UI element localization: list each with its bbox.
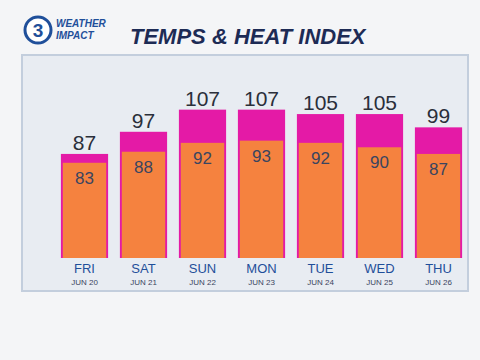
bar (417, 154, 460, 258)
logo-number: 3 (33, 20, 44, 41)
bar (299, 143, 342, 258)
date-label: JUN 24 (307, 278, 334, 287)
logo-text: WEATHER (56, 18, 107, 29)
data-label: 88 (134, 158, 153, 177)
data-label: 87 (429, 160, 448, 179)
data-label: 90 (370, 153, 389, 172)
tick-label: THU (425, 261, 452, 276)
title: TEMPS & HEAT INDEX (130, 24, 367, 49)
data-label: 93 (252, 147, 271, 166)
root: 3 WEATHERIMPACT TEMPS & HEAT INDEX 87 97 107 1… (0, 0, 480, 360)
data-label: 107 (244, 87, 279, 110)
date-label: JUN 21 (130, 278, 157, 287)
tick-label: SAT (131, 261, 155, 276)
bar (297, 114, 344, 258)
data-label: 97 (132, 109, 155, 132)
data-label: 107 (185, 87, 220, 110)
date-label: JUN 23 (248, 278, 275, 287)
bars (61, 110, 462, 258)
bar (415, 127, 462, 258)
bar (61, 154, 108, 258)
chart: 3 WEATHERIMPACT TEMPS & HEAT INDEX 87 97 107 1… (0, 0, 480, 360)
panel (22, 55, 468, 291)
bar (122, 152, 165, 258)
bar (179, 110, 226, 258)
tick-label: WED (364, 261, 394, 276)
data-label: 83 (75, 169, 94, 188)
date-label: JUN 20 (71, 278, 98, 287)
bar (358, 147, 401, 258)
bar (181, 143, 224, 258)
data-label: 105 (303, 91, 338, 114)
logo-text: IMPACT (56, 30, 94, 41)
tick-label: TUE (308, 261, 334, 276)
date-label: JUN 22 (189, 278, 216, 287)
bar (63, 163, 106, 258)
data-label: 99 (427, 104, 450, 127)
data-label: 92 (311, 149, 330, 168)
bar (356, 114, 403, 258)
data-label: 87 (73, 131, 96, 154)
data-labels: 87 97 107 107 105 105 99 83 88 92 93 92 90 87 (73, 87, 450, 188)
bar (120, 132, 167, 258)
tick-label: MON (246, 261, 276, 276)
tick-label: FRI (74, 261, 95, 276)
bar (238, 110, 285, 258)
data-label: 92 (193, 149, 212, 168)
bar (240, 141, 283, 258)
data-label: 105 (362, 91, 397, 114)
tick-label: SUN (189, 261, 216, 276)
date-label: JUN 26 (425, 278, 452, 287)
logo-circle (25, 17, 51, 43)
date-label: JUN 25 (366, 278, 393, 287)
